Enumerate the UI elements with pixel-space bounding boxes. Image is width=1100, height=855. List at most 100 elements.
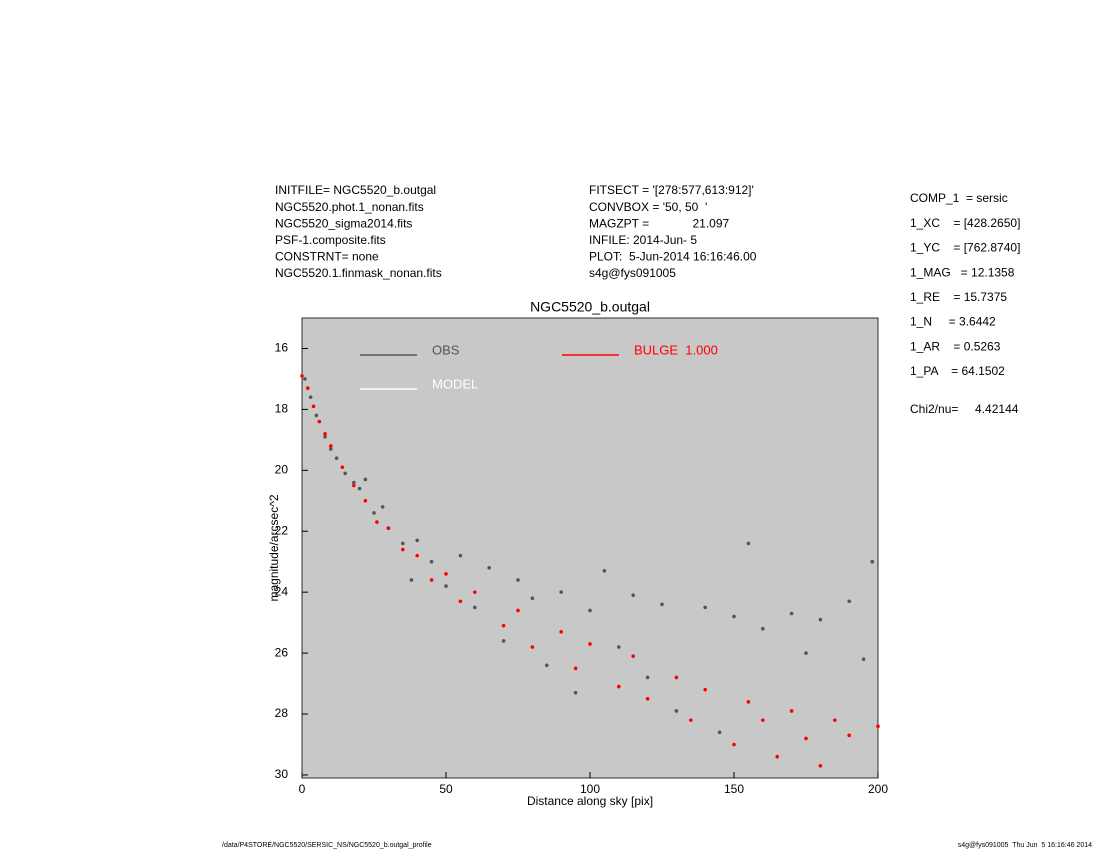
data-point	[775, 754, 779, 759]
data-point	[789, 611, 794, 616]
data-point	[516, 608, 520, 613]
data-point	[870, 559, 875, 564]
param-line: 1_XC = [428.2650]	[910, 216, 1020, 230]
data-point	[487, 566, 492, 570]
y-tick-label: 30	[275, 767, 289, 781]
data-point	[645, 675, 650, 680]
footer-right: s4g@fys091005 Thu Jun 5 16:16:46 2014	[958, 842, 1092, 849]
data-point	[746, 541, 751, 546]
header-middle-line: CONVBOX = '50, 50 '	[589, 200, 707, 214]
data-point	[617, 684, 621, 689]
data-point	[645, 696, 650, 701]
data-point	[415, 553, 420, 558]
data-point	[717, 730, 722, 735]
data-point	[559, 629, 563, 634]
x-tick-label: 0	[299, 782, 306, 796]
data-point	[329, 444, 333, 448]
data-point	[334, 456, 339, 460]
header-middle-line: MAGZPT = 21.097	[589, 216, 729, 230]
plot-area	[301, 317, 879, 779]
data-point	[444, 584, 448, 588]
data-point	[409, 578, 414, 582]
data-point	[732, 742, 736, 747]
data-point	[746, 700, 751, 704]
data-point	[329, 447, 333, 451]
y-tick-label: 16	[275, 341, 289, 355]
header-left-line: NGC5520.1.finmask_nonan.fits	[275, 266, 442, 280]
data-point	[804, 736, 808, 741]
data-point	[689, 718, 693, 722]
data-point	[352, 480, 356, 485]
data-point	[380, 505, 385, 509]
x-tick-label: 50	[439, 782, 453, 796]
x-tick-label: 100	[580, 782, 600, 796]
param-line: 1_RE = 15.7375	[910, 290, 1007, 304]
data-point	[429, 578, 434, 582]
x-axis-label: Distance along sky [pix]	[527, 794, 653, 808]
header-left-line: NGC5520_sigma2014.fits	[275, 216, 412, 230]
data-point	[363, 477, 368, 482]
data-point	[847, 733, 851, 738]
y-tick-label: 22	[275, 523, 289, 537]
data-point	[343, 471, 348, 476]
data-point	[323, 431, 327, 436]
data-point	[429, 559, 434, 564]
data-point	[631, 654, 635, 658]
data-point	[357, 486, 362, 491]
data-point	[305, 386, 310, 390]
header-left-line: CONSTRNT= none	[275, 250, 379, 264]
legend-label: OBS	[432, 342, 460, 357]
y-tick-label: 18	[275, 402, 289, 416]
header-middle-line: FITSECT = '[278:577,613:912]'	[589, 183, 754, 197]
x-tick-label: 200	[868, 782, 888, 796]
data-point	[386, 526, 391, 530]
data-point	[352, 483, 356, 488]
chi2: Chi2/nu= 4.42144	[910, 402, 1019, 416]
header-middle-line: PLOT: 5-Jun-2014 16:16:46.00	[589, 250, 757, 264]
data-point	[473, 590, 477, 594]
data-point	[300, 374, 304, 378]
data-point	[415, 538, 420, 543]
header-left-line: PSF-1.composite.fits	[275, 233, 386, 247]
y-axis-label: magnitude/arcsec^2	[267, 494, 281, 601]
param-line: 1_N = 3.6442	[910, 315, 996, 329]
data-point	[458, 599, 463, 604]
footer-left: /data/P4STORE/NGC5520/SERSIC_NS/NGC5520_…	[222, 842, 432, 849]
data-point	[308, 395, 313, 400]
data-point	[573, 666, 578, 671]
data-point	[372, 511, 376, 515]
data-point	[818, 764, 823, 768]
data-point	[674, 675, 679, 680]
data-point	[861, 657, 866, 661]
data-point	[631, 593, 635, 598]
data-point	[617, 645, 621, 649]
data-point	[660, 602, 664, 607]
header-left-line: NGC5520.phot.1_nonan.fits	[275, 200, 424, 214]
data-point	[516, 578, 520, 582]
data-point	[674, 709, 679, 713]
data-point	[761, 626, 765, 631]
data-point	[545, 663, 549, 668]
data-point	[303, 377, 307, 381]
data-point	[530, 645, 535, 649]
data-point	[340, 465, 345, 470]
data-point	[703, 605, 707, 610]
data-point	[833, 718, 837, 722]
header-middle-line: INFILE: 2014-Jun- 5	[589, 233, 697, 247]
data-point	[588, 608, 592, 613]
data-point	[876, 724, 880, 729]
data-point	[847, 599, 851, 604]
data-point	[317, 419, 322, 424]
chart-title: NGC5520_b.outgal	[530, 299, 650, 315]
data-point	[458, 553, 463, 558]
data-point	[573, 690, 578, 695]
data-point	[501, 623, 506, 628]
data-point	[818, 617, 823, 622]
header-middle-line: s4g@fys091005	[589, 266, 676, 280]
data-point	[444, 572, 448, 576]
legend-label: MODEL	[432, 376, 478, 391]
data-point	[375, 520, 379, 524]
y-tick-label: 20	[275, 462, 289, 476]
data-point	[530, 596, 535, 601]
